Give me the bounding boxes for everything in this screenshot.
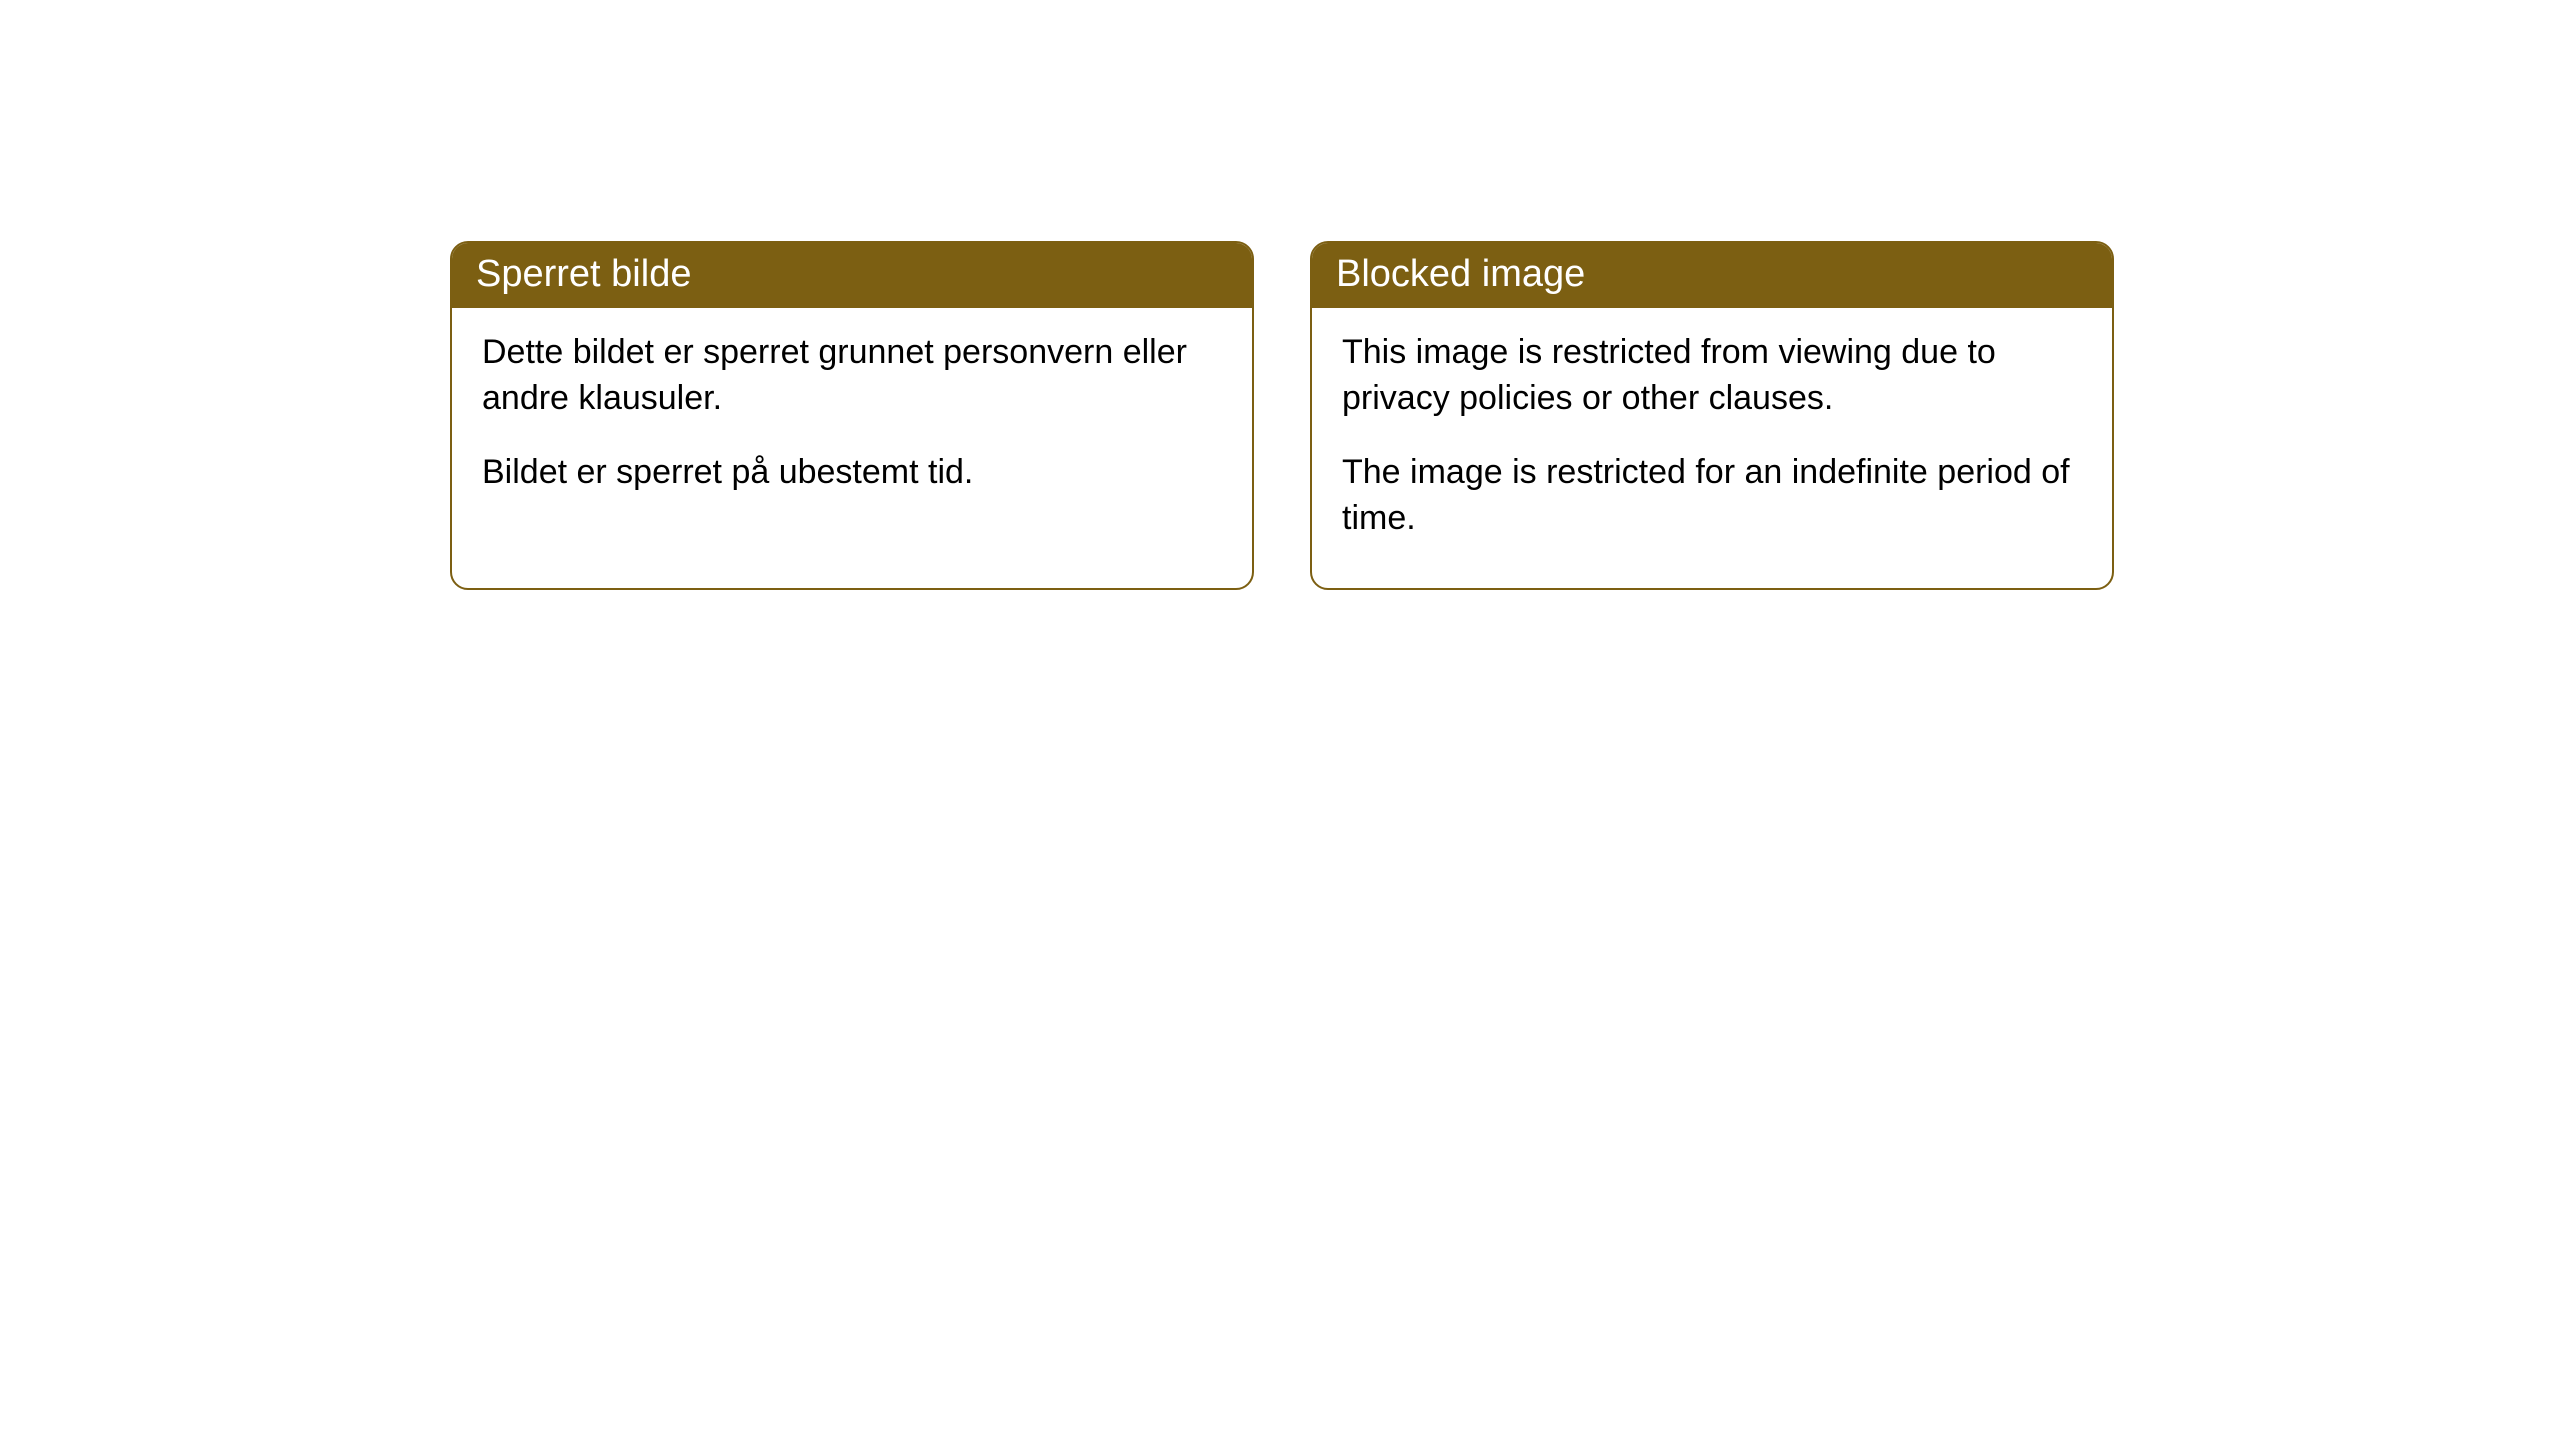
notice-card-en: Blocked image This image is restricted f… (1310, 241, 2114, 590)
notice-container: Sperret bilde Dette bildet er sperret gr… (450, 241, 2114, 590)
notice-text-no-2: Bildet er sperret på ubestemt tid. (482, 450, 1222, 496)
notice-header-no: Sperret bilde (452, 243, 1252, 308)
notice-text-en-1: This image is restricted from viewing du… (1342, 330, 2082, 422)
notice-header-en: Blocked image (1312, 243, 2112, 308)
notice-text-en-2: The image is restricted for an indefinit… (1342, 450, 2082, 542)
notice-text-no-1: Dette bildet er sperret grunnet personve… (482, 330, 1222, 422)
notice-card-no: Sperret bilde Dette bildet er sperret gr… (450, 241, 1254, 590)
notice-body-en: This image is restricted from viewing du… (1312, 308, 2112, 588)
notice-body-no: Dette bildet er sperret grunnet personve… (452, 308, 1252, 542)
